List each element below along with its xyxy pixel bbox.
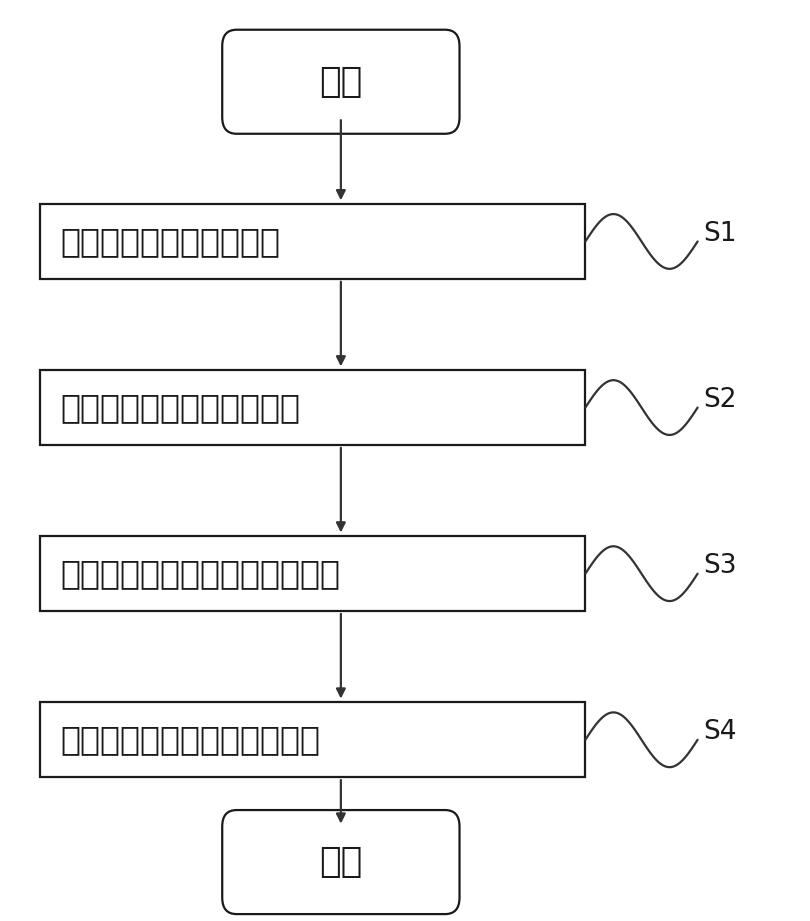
Text: 基片预处理，形成底电极: 基片预处理，形成底电极 — [60, 225, 280, 258]
Text: S3: S3 — [703, 554, 737, 579]
Bar — [40, 703, 586, 777]
Bar — [40, 370, 586, 445]
FancyBboxPatch shape — [222, 810, 459, 915]
Text: 热原子沉积技术制备无机阻变层: 热原子沉积技术制备无机阻变层 — [60, 557, 340, 590]
FancyBboxPatch shape — [222, 29, 459, 134]
Text: 开始: 开始 — [319, 64, 363, 99]
Bar — [40, 204, 586, 279]
Text: S2: S2 — [703, 387, 737, 414]
Text: S1: S1 — [703, 221, 737, 247]
Text: 溶液旋途法制备有机功能层: 溶液旋途法制备有机功能层 — [60, 391, 301, 424]
Bar — [40, 536, 586, 612]
Text: 真空蔕发送膜技术制备顶电极: 真空蔕发送膜技术制备顶电极 — [60, 723, 320, 756]
Text: 结束: 结束 — [319, 845, 363, 879]
Text: S4: S4 — [703, 719, 737, 745]
